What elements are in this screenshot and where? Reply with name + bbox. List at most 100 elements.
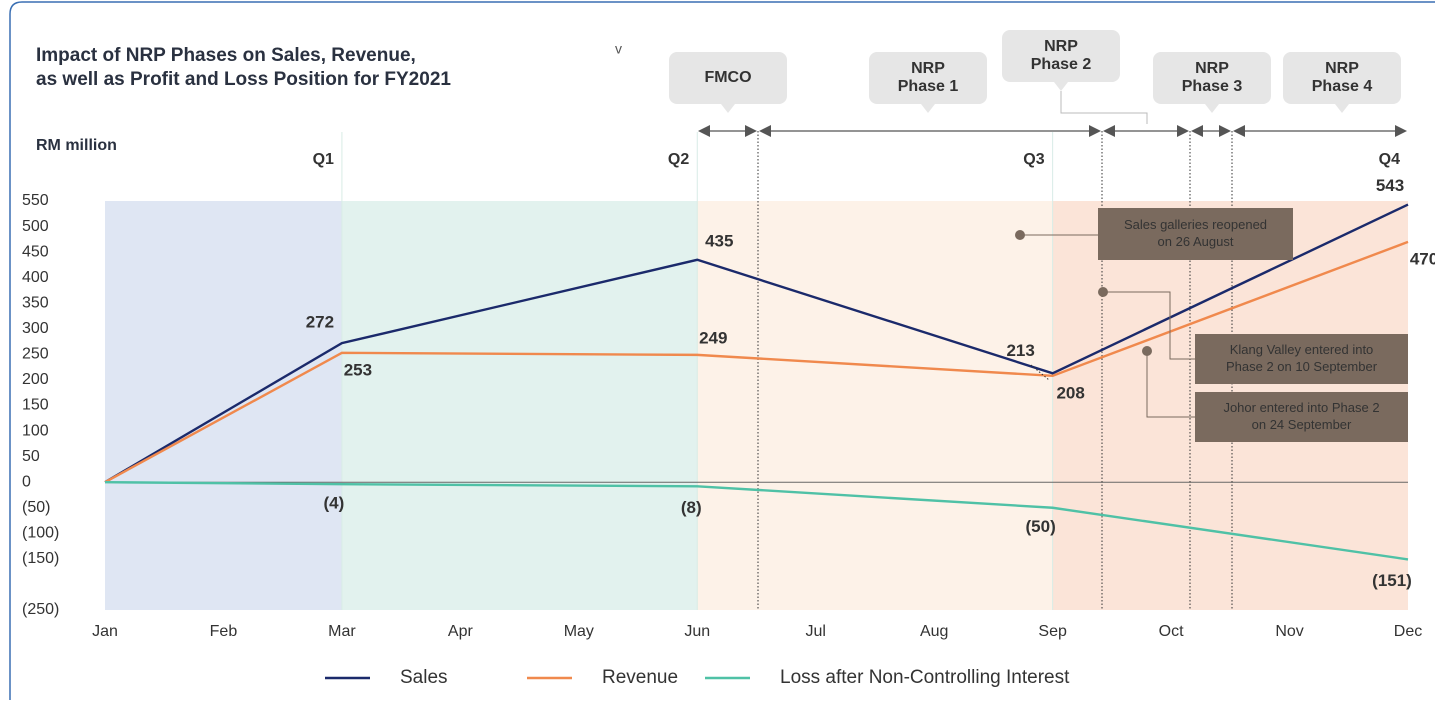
annotation-text: on 26 August xyxy=(1158,234,1234,249)
phase-label: FMCO xyxy=(704,69,751,86)
arrow-head xyxy=(1177,125,1189,137)
toggle[interactable]: v xyxy=(615,41,622,57)
legend-label: Sales xyxy=(400,667,448,688)
y-tick-label: 100 xyxy=(22,422,49,439)
phase-callout xyxy=(1283,52,1401,104)
data-label: 435 xyxy=(705,231,733,250)
x-tick-label: Nov xyxy=(1275,623,1303,640)
annotation-dot xyxy=(1142,346,1152,356)
y-tick-label: 150 xyxy=(22,397,49,414)
chart-title: Impact of NRP Phases on Sales, Revenue, xyxy=(36,45,416,66)
annotation-dot xyxy=(1015,230,1025,240)
y-tick-label: 550 xyxy=(22,192,49,209)
arrow-head xyxy=(759,125,771,137)
arrow-head xyxy=(1089,125,1101,137)
y-tick-label: 250 xyxy=(22,346,49,363)
annotation-text: Klang Valley entered into xyxy=(1230,342,1374,357)
x-tick-label: Dec xyxy=(1394,623,1422,640)
callout-pointer xyxy=(1054,82,1068,91)
data-label: (50) xyxy=(1026,517,1056,536)
phase-label: Phase 4 xyxy=(1312,78,1373,95)
callout-pointer xyxy=(1205,104,1219,113)
x-tick-label: Jul xyxy=(806,623,826,640)
arrow-head xyxy=(1191,125,1203,137)
y-tick-label: 200 xyxy=(22,371,49,388)
phase-callout xyxy=(869,52,987,104)
y-tick-label: 450 xyxy=(22,243,49,260)
arrow-head xyxy=(745,125,757,137)
arrow-head xyxy=(1103,125,1115,137)
data-label: (151) xyxy=(1372,571,1412,590)
series-line xyxy=(104,240,1409,484)
data-label: 249 xyxy=(699,328,727,347)
annotation-text: on 24 September xyxy=(1252,417,1352,432)
data-label: 213 xyxy=(1006,341,1034,360)
frame xyxy=(9,1,1435,700)
x-tick-label: Jan xyxy=(92,623,118,640)
y-tick-label: 300 xyxy=(22,320,49,337)
quarter-label: Q4 xyxy=(1379,151,1400,168)
phase-callout xyxy=(1002,30,1120,82)
quarter-label: Q2 xyxy=(668,151,689,168)
annotation-text: Johor entered into Phase 2 xyxy=(1223,400,1379,415)
phase-callout xyxy=(669,52,787,104)
annotation-dot xyxy=(1098,287,1108,297)
annotation-box xyxy=(1195,334,1408,384)
legend-label: Revenue xyxy=(602,667,678,688)
leader xyxy=(1030,364,1050,381)
y-axis-label: RM million xyxy=(36,137,117,154)
x-tick-label: Jun xyxy=(684,623,710,640)
arrow-head xyxy=(1219,125,1231,137)
annotation-leader xyxy=(1146,351,1195,418)
arrow-head xyxy=(1395,125,1407,137)
y-tick-label: 350 xyxy=(22,294,49,311)
data-label: 470 xyxy=(1410,249,1435,268)
quarter-band xyxy=(105,201,342,610)
quarter-label: Q1 xyxy=(313,151,334,168)
x-tick-label: Feb xyxy=(210,623,238,640)
y-tick-label: (100) xyxy=(22,525,59,542)
series-line xyxy=(104,480,1409,561)
phase-label: NRP xyxy=(1195,60,1229,77)
callout-pointer xyxy=(921,104,935,113)
data-label: 208 xyxy=(1056,383,1084,402)
annotation-text: Phase 2 on 10 September xyxy=(1226,359,1378,374)
arrow-head xyxy=(1233,125,1245,137)
data-label: (8) xyxy=(681,498,702,517)
phase-bracket xyxy=(1060,91,1148,124)
x-tick-label: Sep xyxy=(1038,623,1067,640)
data-label: 543 xyxy=(1376,176,1404,195)
x-tick-label: Apr xyxy=(448,623,474,640)
phase-label: Phase 2 xyxy=(1031,56,1092,73)
phase-label: Phase 1 xyxy=(898,78,959,95)
series-line xyxy=(104,203,1409,484)
phase-label: NRP xyxy=(1044,38,1078,55)
annotation-box xyxy=(1098,208,1293,260)
legend-label: Loss after Non-Controlling Interest xyxy=(780,667,1070,688)
y-tick-label: 50 xyxy=(22,448,40,465)
annotation-text: Sales galleries reopened xyxy=(1124,217,1267,232)
quarter-band xyxy=(341,201,698,610)
callout-pointer xyxy=(1335,104,1349,113)
y-tick-label: 400 xyxy=(22,269,49,286)
data-label: 253 xyxy=(344,360,372,379)
quarter-band xyxy=(697,201,1053,610)
arrow-head xyxy=(698,125,710,137)
data-label: (4) xyxy=(324,494,345,513)
annotation-leader xyxy=(1103,291,1195,360)
y-tick-label: (150) xyxy=(22,550,59,567)
y-tick-label: (50) xyxy=(22,499,50,516)
chart-title: as well as Profit and Loss Position for … xyxy=(36,69,451,90)
phase-label: NRP xyxy=(911,60,945,77)
y-tick-label: (250) xyxy=(22,601,59,618)
phase-label: Phase 3 xyxy=(1182,78,1243,95)
y-tick-label: 0 xyxy=(22,473,31,490)
phase-callout xyxy=(1153,52,1271,104)
annotation-box xyxy=(1195,392,1408,442)
x-tick-label: May xyxy=(564,623,594,640)
x-tick-label: Oct xyxy=(1159,623,1184,640)
data-label: 272 xyxy=(306,313,334,332)
x-tick-label: Aug xyxy=(920,623,948,640)
quarter-label: Q3 xyxy=(1023,151,1044,168)
